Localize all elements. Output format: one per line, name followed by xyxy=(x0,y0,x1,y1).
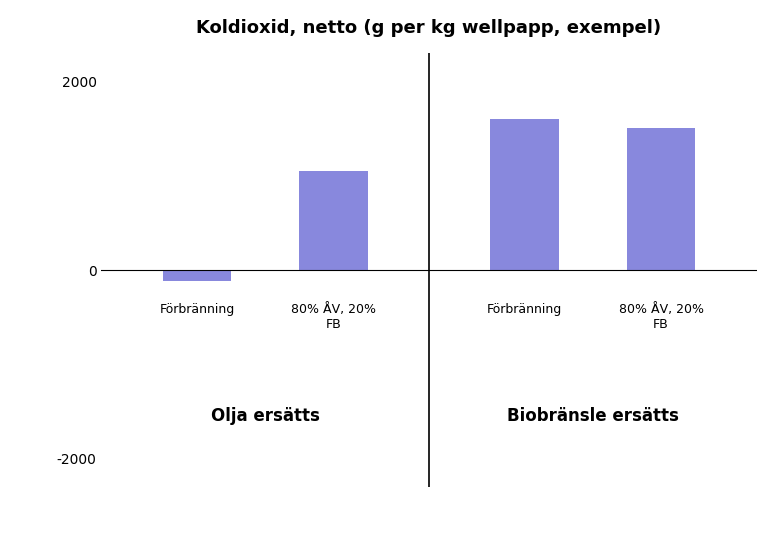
Bar xyxy=(300,171,367,270)
Title: Koldioxid, netto (g per kg wellpapp, exempel): Koldioxid, netto (g per kg wellpapp, exe… xyxy=(197,19,661,37)
Text: Chalmers tekniska högskola: Chalmers tekniska högskola xyxy=(589,12,764,25)
Bar xyxy=(491,119,558,270)
Bar xyxy=(627,129,695,270)
Text: Olja ersätts: Olja ersätts xyxy=(211,407,320,426)
Text: Avdelningen för energisystemteknik: Avdelningen för energisystemteknik xyxy=(538,515,764,528)
Text: Institutionen för energiteknik: Institutionen för energiteknik xyxy=(14,515,196,528)
Text: 80% ÅV, 20%
FB: 80% ÅV, 20% FB xyxy=(291,303,376,331)
Bar xyxy=(163,270,231,281)
Text: Förbränning: Förbränning xyxy=(487,303,562,316)
Text: Biobränsle ersätts: Biobränsle ersätts xyxy=(507,407,679,426)
Text: Förbränning: Förbränning xyxy=(159,303,235,316)
Text: 80% ÅV, 20%
FB: 80% ÅV, 20% FB xyxy=(619,303,704,331)
Text: CHALMERS: CHALMERS xyxy=(14,9,125,28)
